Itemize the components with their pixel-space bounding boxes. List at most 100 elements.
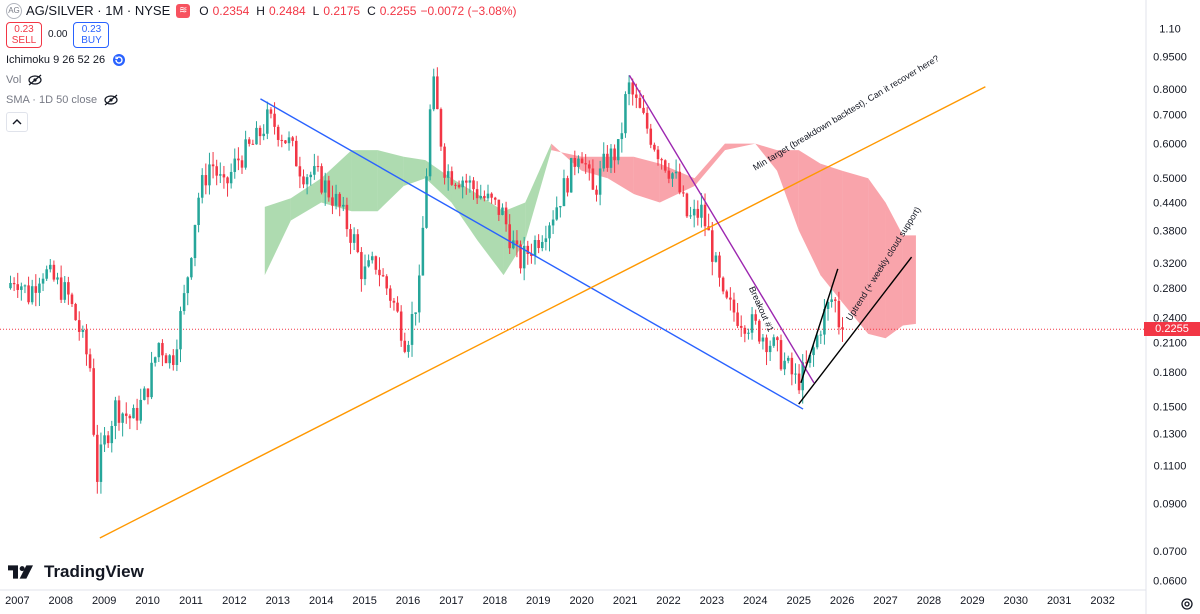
trendline-blue-downtrend[interactable]	[260, 98, 804, 410]
candle-body	[758, 320, 761, 342]
cloud-segment-bullish	[451, 178, 478, 241]
candle-body	[483, 195, 486, 199]
candle-body	[446, 171, 450, 178]
annotation-text[interactable]: Min target (breakdown backtest). Can it …	[751, 53, 941, 172]
buy-button[interactable]: 0.23 BUY	[73, 22, 110, 48]
candle-body	[233, 158, 237, 172]
candle-body	[92, 368, 95, 435]
candle-body	[179, 311, 182, 350]
y-tick-label: 0.1800	[1153, 367, 1187, 379]
candle-body	[295, 140, 298, 167]
candle-body	[721, 277, 725, 292]
sma-label[interactable]: SMA · 1D 50 close	[6, 94, 98, 106]
candle-body	[338, 193, 341, 207]
candle-body	[671, 173, 674, 179]
sell-button[interactable]: 0.23 SELL	[6, 22, 42, 48]
candle-body	[182, 293, 186, 312]
candle-body	[110, 426, 114, 444]
candle-body	[396, 302, 399, 312]
candle-body	[635, 94, 638, 98]
candle-body	[436, 76, 439, 110]
candle-body	[595, 189, 598, 195]
candle-body	[34, 286, 38, 293]
candle-body	[729, 297, 732, 300]
candle-body	[660, 159, 663, 161]
y-tick-label: 0.9500	[1153, 52, 1187, 64]
candle-body	[765, 337, 768, 353]
candle-body	[168, 355, 171, 364]
candle-body	[211, 164, 215, 167]
candle-body	[537, 240, 540, 249]
candle-body	[414, 312, 417, 315]
candle-body	[410, 314, 414, 345]
tradingview-logo[interactable]: TradingView	[8, 562, 144, 582]
candle-body	[88, 354, 92, 369]
y-tick-label: 0.2100	[1153, 338, 1187, 350]
cloud-segment-bearish	[868, 178, 886, 339]
candle-body	[309, 174, 313, 178]
x-tick-label: 2031	[1047, 595, 1071, 607]
trendline-black-uptrend[interactable]	[798, 256, 913, 405]
y-tick-label: 0.5000	[1153, 173, 1187, 185]
trendline-orange-support[interactable]	[99, 86, 986, 539]
candle-body	[718, 255, 721, 278]
candle-body	[584, 163, 587, 165]
candle-body	[815, 335, 819, 348]
indicator-icon[interactable]: ≋	[176, 4, 191, 18]
candle-body	[114, 400, 117, 427]
trendline-purple-breakout[interactable]	[628, 75, 815, 384]
candle-body	[197, 197, 200, 226]
candle-body	[121, 413, 124, 423]
cloud-segment-bearish	[694, 143, 725, 186]
candle-body	[588, 164, 591, 169]
candle-body	[313, 166, 316, 175]
gear-icon[interactable]	[1180, 597, 1194, 611]
tv-logo-icon	[8, 565, 33, 579]
candle-body	[613, 148, 616, 161]
ichimoku-label[interactable]: Ichimoku 9 26 52 26	[6, 54, 106, 66]
candle-body	[421, 227, 425, 276]
symbol-title[interactable]: AG/SILVER · 1M · NYSE	[26, 3, 171, 18]
candle-body	[99, 444, 103, 482]
candle-body	[240, 160, 244, 168]
candle-body	[9, 282, 12, 289]
candle-body	[20, 286, 23, 290]
eye-off-icon[interactable]	[103, 93, 119, 107]
x-tick-label: 2015	[352, 595, 376, 607]
candle-body	[631, 82, 634, 95]
vol-label[interactable]: Vol	[6, 74, 22, 86]
candle-body	[761, 337, 765, 342]
x-tick-label: 2029	[960, 595, 984, 607]
buy-price: 0.23	[81, 24, 102, 35]
x-tick-label: 2014	[309, 595, 333, 607]
candle-body	[812, 347, 815, 356]
x-tick-label: 2018	[483, 595, 507, 607]
candle-body	[374, 256, 378, 270]
candle-body	[837, 300, 841, 328]
candle-body	[544, 238, 548, 242]
cloud-segment-bullish	[403, 156, 426, 186]
candle-body	[360, 252, 363, 280]
candle-body	[320, 166, 323, 193]
candle-body	[656, 149, 660, 160]
y-tick-label: 0.2800	[1153, 283, 1187, 295]
candle-body	[591, 168, 595, 190]
candle-body	[826, 301, 830, 309]
candle-body	[208, 164, 211, 186]
trendline-black-wedge-top[interactable]	[800, 268, 839, 384]
open-value: 0.2354	[212, 4, 250, 18]
y-tick-label: 0.7000	[1153, 109, 1187, 121]
candle-body	[30, 286, 34, 303]
chevron-up-icon	[12, 119, 22, 125]
eye-off-icon[interactable]	[27, 73, 43, 87]
symbol-logo-icon[interactable]: AG	[6, 3, 22, 19]
candle-body	[381, 275, 385, 277]
spread-value: 0.00	[48, 29, 68, 40]
x-tick-label: 2016	[396, 595, 420, 607]
candle-body	[342, 204, 345, 207]
candle-body	[461, 180, 464, 188]
chart-legend: AG AG/SILVER · 1M · NYSE ≋ O 0.2354 H 0.24…	[6, 2, 517, 132]
collapse-legend-button[interactable]	[6, 112, 28, 132]
refresh-icon[interactable]	[111, 53, 127, 67]
